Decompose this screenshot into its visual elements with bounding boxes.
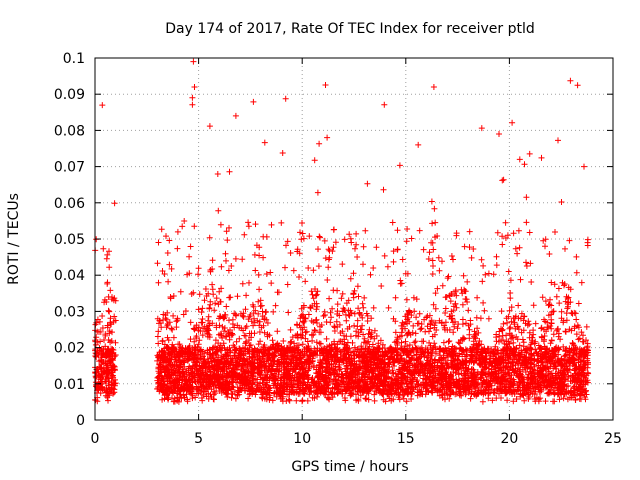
data-points xyxy=(92,58,592,405)
y-tick-label: 0.08 xyxy=(54,123,85,139)
y-tick-label: 0.05 xyxy=(54,232,85,248)
chart-title: Day 174 of 2017, Rate Of TEC Index for r… xyxy=(165,21,535,37)
y-tick-label: 0.1 xyxy=(63,51,85,67)
roti-points xyxy=(92,58,592,405)
y-tick-labels: 0 0.01 0.02 0.03 0.04 0.05 0.06 0.07 0.08 0.09 0.1 xyxy=(54,51,85,429)
y-tick-label: 0.01 xyxy=(54,377,85,393)
y-tick-label: 0.02 xyxy=(54,341,85,357)
x-tick-label: 0 xyxy=(91,431,100,447)
x-tick-label: 5 xyxy=(194,431,203,447)
x-tick-labels: 0 5 10 15 20 25 xyxy=(91,431,622,447)
y-tick-label: 0.04 xyxy=(54,268,85,284)
y-tick-label: 0 xyxy=(76,413,85,429)
axis-ticks xyxy=(94,57,614,421)
y-tick-label: 0.06 xyxy=(54,196,85,212)
x-tick-label: 25 xyxy=(604,431,622,447)
y-tick-label: 0.07 xyxy=(54,160,85,176)
x-axis-title: GPS time / hours xyxy=(291,459,408,475)
y-tick-label: 0.03 xyxy=(54,304,85,320)
y-tick-label: 0.09 xyxy=(54,87,85,103)
x-tick-label: 10 xyxy=(293,431,311,447)
x-tick-label: 20 xyxy=(500,431,518,447)
y-axis-title: ROTI / TECUs xyxy=(6,193,22,285)
x-tick-label: 15 xyxy=(397,431,415,447)
